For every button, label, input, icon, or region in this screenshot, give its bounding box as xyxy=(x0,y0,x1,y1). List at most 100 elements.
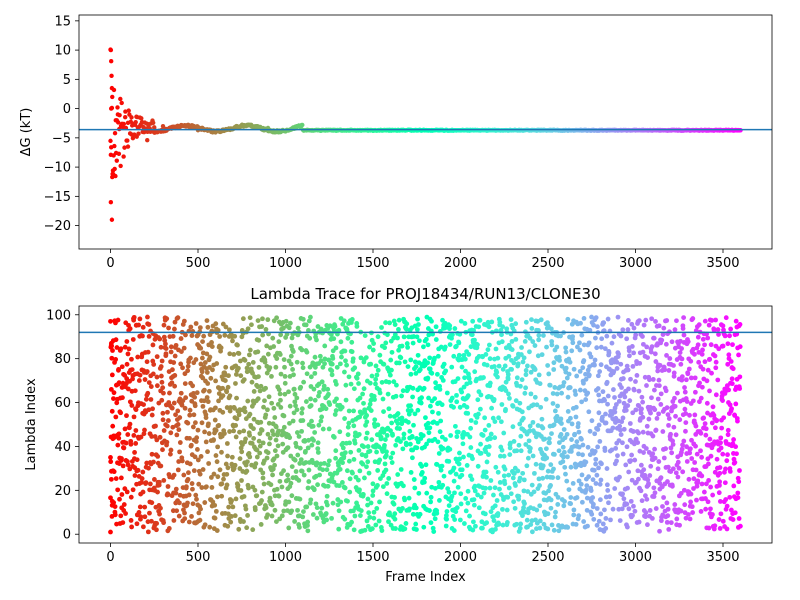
bottom-data-point xyxy=(686,476,692,482)
bottom-data-point xyxy=(639,498,645,504)
bottom-data-point xyxy=(538,404,544,410)
bottom-data-point xyxy=(298,457,304,463)
bottom-data-point xyxy=(308,314,313,320)
bottom-data-point xyxy=(251,435,257,441)
bottom-data-point xyxy=(346,458,352,464)
bottom-data-point xyxy=(129,367,135,372)
bottom-data-point xyxy=(287,435,293,441)
bottom-data-point xyxy=(401,431,407,437)
bottom-data-point xyxy=(540,463,546,469)
bottom-data-point xyxy=(411,477,417,482)
bottom-data-point xyxy=(545,511,551,517)
bottom-data-point xyxy=(161,390,166,396)
bottom-data-point xyxy=(178,361,184,367)
bottom-data-point xyxy=(239,478,244,483)
bottom-data-point xyxy=(428,520,434,526)
bottom-data-point xyxy=(574,373,580,379)
bottom-data-point xyxy=(624,336,630,342)
bottom-data-point xyxy=(535,353,541,359)
bottom-data-point xyxy=(586,409,592,415)
bottom-data-point xyxy=(373,376,379,382)
bottom-data-point xyxy=(597,369,603,374)
bottom-data-point xyxy=(116,366,121,372)
bottom-data-point xyxy=(282,364,287,370)
top-x-ticks: 0 500 1000 1500 2000 2500 3000 3500 xyxy=(106,249,740,271)
bottom-data-point xyxy=(202,360,208,365)
bottom-data-point xyxy=(367,448,373,454)
bottom-data-point xyxy=(597,481,603,487)
bottom-data-point xyxy=(620,451,626,457)
bottom-data-point xyxy=(199,369,205,375)
bottom-data-point xyxy=(247,454,253,460)
bottom-data-point xyxy=(517,421,523,427)
bottom-data-point xyxy=(547,382,553,388)
bottom-data-point xyxy=(435,439,441,445)
bottom-data-point xyxy=(193,357,199,362)
bottom-data-point xyxy=(126,346,132,352)
bottom-data-point xyxy=(216,391,222,396)
bottom-data-point xyxy=(401,334,407,340)
bottom-data-point xyxy=(124,361,130,367)
bottom-data-point xyxy=(250,359,256,365)
bottom-data-point xyxy=(708,484,714,490)
bottom-data-point xyxy=(384,433,390,438)
bottom-data-point xyxy=(197,517,203,523)
bottom-data-point xyxy=(425,420,431,426)
bottom-data-point xyxy=(133,428,139,433)
bottom-data-point xyxy=(118,346,124,352)
bottom-data-point xyxy=(428,494,434,500)
bottom-data-point xyxy=(478,392,484,398)
bottom-data-point xyxy=(354,324,360,329)
bottom-data-point xyxy=(172,326,177,332)
bottom-data-point xyxy=(294,444,299,449)
bottom-data-point xyxy=(734,451,739,457)
bottom-data-point xyxy=(470,318,476,324)
bottom-data-point xyxy=(518,433,524,439)
top-panel: 0 500 1000 1500 2000 2500 3000 3500 151050−5−10… xyxy=(19,14,773,271)
bottom-data-point xyxy=(493,526,498,532)
bottom-data-point xyxy=(372,397,377,402)
bottom-data-point xyxy=(203,439,209,445)
bottom-data-point xyxy=(482,511,488,517)
bottom-data-point xyxy=(715,377,721,383)
bottom-data-point xyxy=(113,337,119,343)
bottom-data-point xyxy=(705,367,711,373)
bottom-data-point xyxy=(546,488,551,494)
bottom-data-point xyxy=(414,334,420,340)
bottom-data-point xyxy=(419,395,424,401)
bottom-data-point xyxy=(342,416,347,421)
bottom-data-point xyxy=(433,337,439,342)
bottom-data-point xyxy=(152,477,157,482)
bottom-data-point xyxy=(168,349,174,355)
bottom-data-point xyxy=(713,317,718,323)
top-data-point xyxy=(160,123,166,129)
bottom-data-point xyxy=(424,490,430,496)
bottom-data-point xyxy=(649,395,654,401)
bottom-data-point xyxy=(201,398,207,404)
bottom-data-point xyxy=(129,403,135,408)
bottom-data-point xyxy=(595,427,601,432)
bottom-data-point xyxy=(442,344,448,350)
bottom-data-point xyxy=(357,395,363,401)
bottom-data-point xyxy=(701,489,707,495)
bottom-data-point xyxy=(390,432,395,438)
bottom-data-point xyxy=(569,437,574,442)
bottom-data-point xyxy=(544,455,550,461)
bottom-data-point xyxy=(457,456,463,462)
bottom-data-point xyxy=(135,354,141,360)
bottom-data-point xyxy=(429,370,435,376)
bottom-data-point xyxy=(367,344,372,350)
bottom-data-point xyxy=(398,355,404,361)
bottom-data-point xyxy=(368,408,374,414)
bottom-data-point xyxy=(482,415,488,421)
bottom-data-point xyxy=(640,334,645,339)
bottom-data-point xyxy=(585,390,591,396)
bottom-data-point xyxy=(421,524,427,530)
bottom-data-point xyxy=(449,364,455,370)
bottom-data-point xyxy=(356,432,362,437)
bottom-data-point xyxy=(724,458,730,464)
bottom-data-point xyxy=(636,403,642,409)
bottom-data-point xyxy=(536,476,542,482)
bottom-data-point xyxy=(178,336,184,341)
bottom-data-point xyxy=(208,375,214,381)
